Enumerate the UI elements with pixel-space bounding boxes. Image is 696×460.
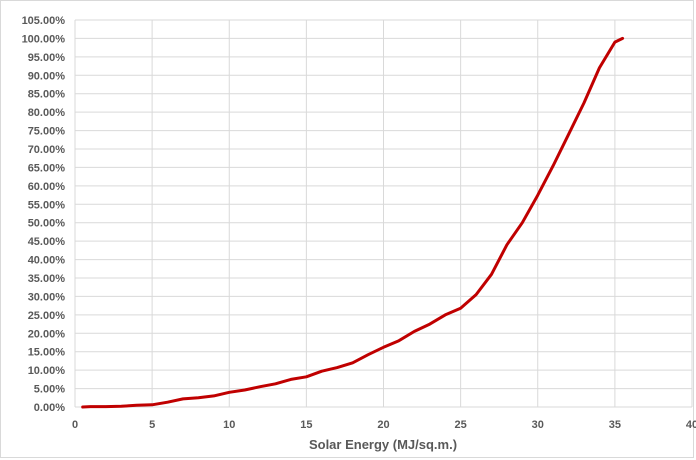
y-tick-label: 20.00%: [28, 328, 66, 340]
gridlines: [74, 19, 693, 408]
y-tick-label: 35.00%: [28, 273, 66, 285]
series-layer: [81, 36, 625, 409]
y-tick-label: 40.00%: [28, 255, 66, 267]
y-axis-tick-labels: 0.00% 5.00% 10.00% 15.00% 20.00% 25.00% 30.00%…: [22, 15, 66, 414]
x-tick-label: 10: [223, 419, 235, 431]
x-tick-label: 30: [532, 419, 544, 431]
y-tick-label: 95.00%: [28, 52, 66, 64]
y-tick-label: 5.00%: [34, 384, 65, 396]
x-tick-label: 15: [300, 419, 312, 431]
y-tick-label: 105.00%: [22, 15, 66, 27]
y-tick-label: 0.00%: [34, 402, 65, 414]
y-tick-label: 60.00%: [28, 181, 66, 193]
x-tick-label: 0: [72, 419, 78, 431]
x-tick-label: 20: [377, 419, 389, 431]
y-tick-label: 10.00%: [28, 365, 66, 377]
y-tick-label: 85.00%: [28, 89, 66, 101]
x-axis-tick-labels: 0 5 10 15 20 25 30 35 40: [72, 419, 696, 431]
series-line: [81, 36, 625, 409]
y-tick-label: 70.00%: [28, 144, 66, 156]
x-tick-label: 40: [686, 419, 696, 431]
y-tick-label: 100.00%: [22, 33, 66, 45]
y-tick-label: 15.00%: [28, 347, 66, 359]
y-tick-label: 65.00%: [28, 162, 66, 174]
x-tick-label: 25: [455, 419, 467, 431]
y-tick-label: 50.00%: [28, 218, 66, 230]
y-tick-label: 90.00%: [28, 70, 66, 82]
x-tick-label: 35: [609, 419, 621, 431]
x-tick-label: 5: [149, 419, 155, 431]
y-tick-label: 45.00%: [28, 236, 66, 248]
y-tick-label: 25.00%: [28, 310, 66, 322]
x-axis-title: Solar Energy (MJ/sq.m.): [309, 437, 457, 452]
y-tick-label: 80.00%: [28, 107, 66, 119]
y-tick-label: 55.00%: [28, 199, 66, 211]
y-tick-label: 75.00%: [28, 126, 66, 138]
y-tick-label: 30.00%: [28, 291, 66, 303]
